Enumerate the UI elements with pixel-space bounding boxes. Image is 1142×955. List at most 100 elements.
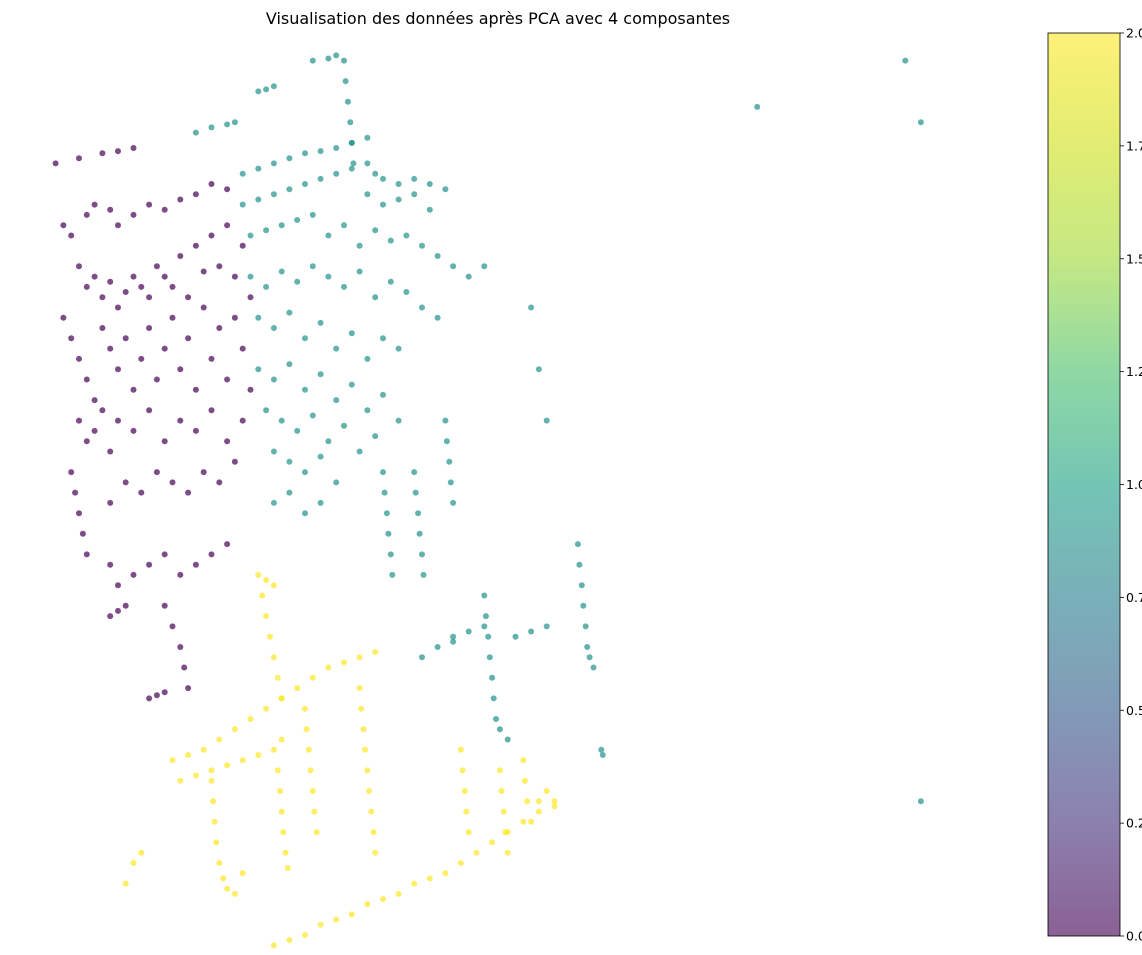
colorbar-tick-label: 1.00 xyxy=(1126,477,1142,492)
scatter-point xyxy=(231,726,238,733)
scatter-point xyxy=(177,644,184,650)
scatter-point xyxy=(380,201,386,208)
scatter-point xyxy=(364,160,371,167)
scatter-point xyxy=(247,294,254,301)
scatter-point xyxy=(185,489,192,496)
scatter-point xyxy=(99,325,106,331)
scatter-point xyxy=(72,489,79,496)
scatter-point xyxy=(115,607,121,614)
scatter-point xyxy=(344,98,351,105)
scatter-point xyxy=(465,273,472,280)
scatter-point xyxy=(411,469,418,476)
scatter-point xyxy=(239,757,246,764)
scatter-point xyxy=(350,160,357,167)
scatter-point xyxy=(169,623,176,630)
scatter-point xyxy=(239,242,246,249)
scatter-point xyxy=(590,664,597,671)
scatter-point xyxy=(490,695,497,702)
scatter-point xyxy=(115,366,121,373)
scatter-point xyxy=(411,175,418,182)
scatter-point xyxy=(286,309,293,316)
series-class-0 xyxy=(52,145,254,702)
scatter-point xyxy=(270,83,277,90)
scatter-point xyxy=(208,355,215,362)
scatter-point xyxy=(130,571,137,578)
scatter-point xyxy=(419,242,425,249)
scatter-point xyxy=(107,345,114,352)
scatter-point xyxy=(239,201,246,208)
scatter-point xyxy=(341,659,347,666)
scatter-point xyxy=(395,417,402,424)
scatter-point xyxy=(348,330,355,337)
scatter-point xyxy=(543,788,550,794)
scatter-point xyxy=(161,206,168,213)
scatter-point xyxy=(263,577,270,584)
scatter-point xyxy=(130,211,137,218)
scatter-point xyxy=(115,148,121,155)
scatter-point xyxy=(481,263,488,270)
scatter-point xyxy=(294,217,301,223)
scatter-point xyxy=(489,839,496,846)
scatter-point xyxy=(91,397,98,404)
scatter-point xyxy=(76,355,82,362)
scatter-point xyxy=(302,181,308,187)
scatter-point xyxy=(122,289,129,295)
scatter-point xyxy=(902,57,909,64)
scatter-point xyxy=(231,314,238,321)
scatter-point xyxy=(192,191,199,198)
scatter-point xyxy=(598,746,605,753)
scatter-point xyxy=(317,499,324,506)
scatter-point xyxy=(208,124,215,131)
scatter-point xyxy=(485,633,492,640)
scatter-point xyxy=(115,417,121,424)
scatter-point xyxy=(239,170,246,177)
scatter-point xyxy=(231,890,238,897)
scatter-point xyxy=(99,150,106,157)
scatter-point xyxy=(76,417,82,424)
scatter-point xyxy=(286,458,293,465)
scatter-point xyxy=(247,273,254,280)
scatter-point xyxy=(528,628,535,635)
scatter-point xyxy=(231,458,238,465)
scatter-point xyxy=(294,685,301,692)
scatter-point xyxy=(412,489,419,496)
scatter-point xyxy=(333,145,340,151)
scatter-point xyxy=(83,438,90,445)
scatter-point xyxy=(107,561,114,568)
scatter-point xyxy=(535,798,542,805)
colorbar-tick-label: 0.75 xyxy=(1126,590,1142,605)
scatter-point xyxy=(263,227,270,234)
scatter-point xyxy=(270,191,277,198)
scatter-point xyxy=(185,294,192,301)
scatter-point xyxy=(450,263,457,270)
scatter-point xyxy=(224,885,231,892)
scatter-point xyxy=(231,273,238,280)
scatter-point xyxy=(216,736,223,743)
scatter-point xyxy=(309,211,316,218)
scatter-point xyxy=(528,818,535,825)
scatter-point xyxy=(177,196,184,203)
scatter-point xyxy=(270,325,277,331)
scatter-point xyxy=(325,664,332,671)
scatter-point xyxy=(255,314,262,321)
scatter-point xyxy=(255,196,262,203)
scatter-point xyxy=(481,592,488,599)
scatter-point xyxy=(208,551,215,558)
colorbar-tick-label: 0.00 xyxy=(1126,929,1142,944)
scatter-point xyxy=(496,726,503,733)
scatter-point xyxy=(239,870,246,877)
scatter-point xyxy=(341,422,347,429)
scatter-point xyxy=(192,561,199,568)
scatter-point xyxy=(302,932,308,938)
scatter-point xyxy=(521,777,528,784)
scatter-point xyxy=(370,829,377,836)
scatter-point xyxy=(181,664,188,671)
scatter-point xyxy=(387,237,394,244)
scatter-point xyxy=(161,345,168,352)
scatter-point xyxy=(107,278,114,285)
scatter-point xyxy=(153,263,160,270)
colorbar-tick-label: 0.25 xyxy=(1126,816,1142,831)
scatter-point xyxy=(83,376,90,383)
scatter-point xyxy=(286,937,293,944)
scatter-point xyxy=(489,674,496,681)
